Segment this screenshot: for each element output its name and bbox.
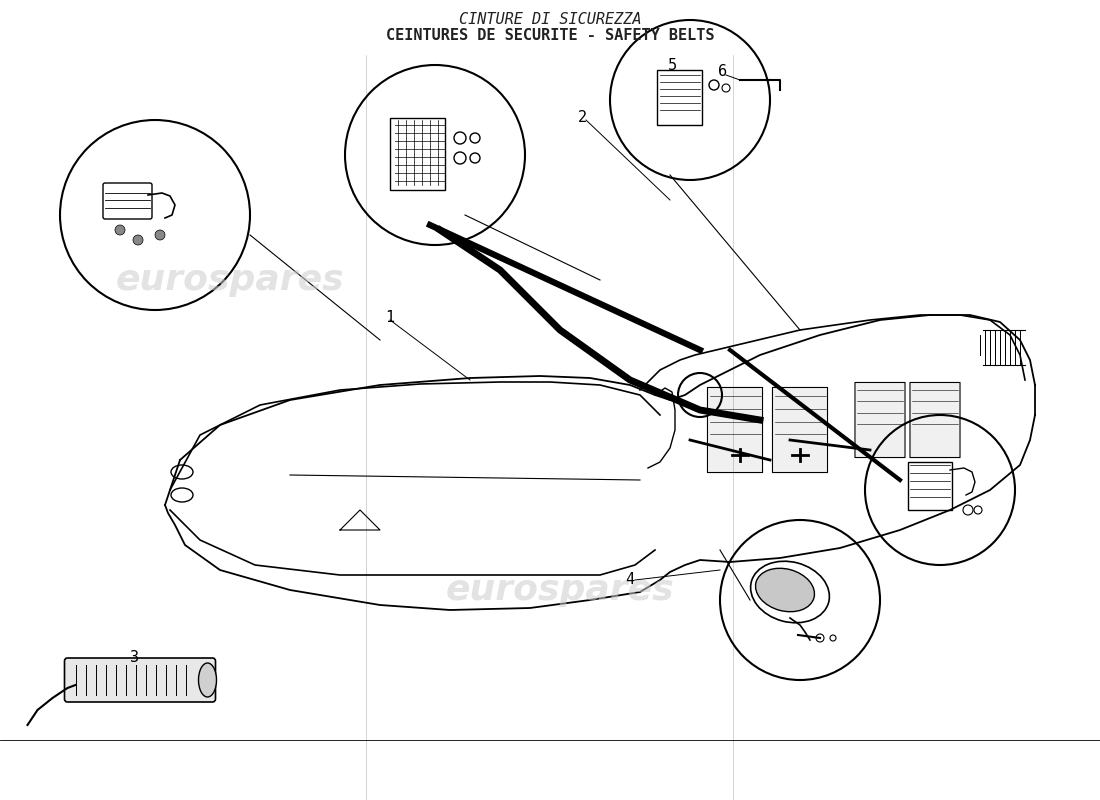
Ellipse shape — [756, 568, 814, 612]
Text: 6: 6 — [718, 65, 727, 79]
Text: 3: 3 — [130, 650, 139, 666]
Text: 1: 1 — [385, 310, 394, 326]
FancyBboxPatch shape — [65, 658, 216, 702]
Text: eurospares: eurospares — [446, 573, 674, 607]
Text: 2: 2 — [578, 110, 587, 126]
Text: CINTURE DI SICUREZZA: CINTURE DI SICUREZZA — [459, 12, 641, 27]
Circle shape — [710, 80, 719, 90]
FancyBboxPatch shape — [707, 387, 762, 473]
Circle shape — [155, 230, 165, 240]
FancyBboxPatch shape — [772, 387, 827, 473]
Circle shape — [454, 152, 466, 164]
Circle shape — [116, 225, 125, 235]
Ellipse shape — [198, 663, 217, 697]
FancyBboxPatch shape — [910, 382, 960, 458]
Circle shape — [962, 505, 974, 515]
FancyBboxPatch shape — [103, 183, 152, 219]
Text: CEINTURES DE SECURITE - SAFETY BELTS: CEINTURES DE SECURITE - SAFETY BELTS — [386, 28, 714, 43]
Circle shape — [816, 634, 824, 642]
Text: 4: 4 — [625, 573, 634, 587]
Circle shape — [133, 235, 143, 245]
FancyBboxPatch shape — [855, 382, 905, 458]
Text: 5: 5 — [668, 58, 678, 73]
Circle shape — [454, 132, 466, 144]
Text: eurospares: eurospares — [116, 263, 344, 297]
